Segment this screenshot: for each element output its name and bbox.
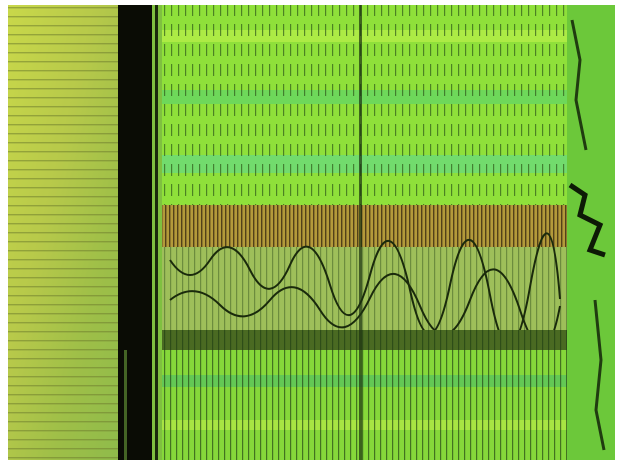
dense-band: [162, 205, 567, 247]
right-region: [567, 5, 615, 460]
vertical-trace: [359, 5, 362, 460]
black-bar: [118, 5, 152, 460]
logic-lines: [162, 247, 567, 330]
dark-band-lines: [162, 330, 567, 350]
top-ticks: [162, 5, 567, 205]
micrograph: [0, 0, 621, 465]
bar-detail: [124, 350, 127, 460]
bottom-lines: [162, 350, 567, 460]
thin-column-line: [155, 5, 158, 460]
left-stripes: [8, 5, 118, 460]
page: [0, 0, 621, 465]
